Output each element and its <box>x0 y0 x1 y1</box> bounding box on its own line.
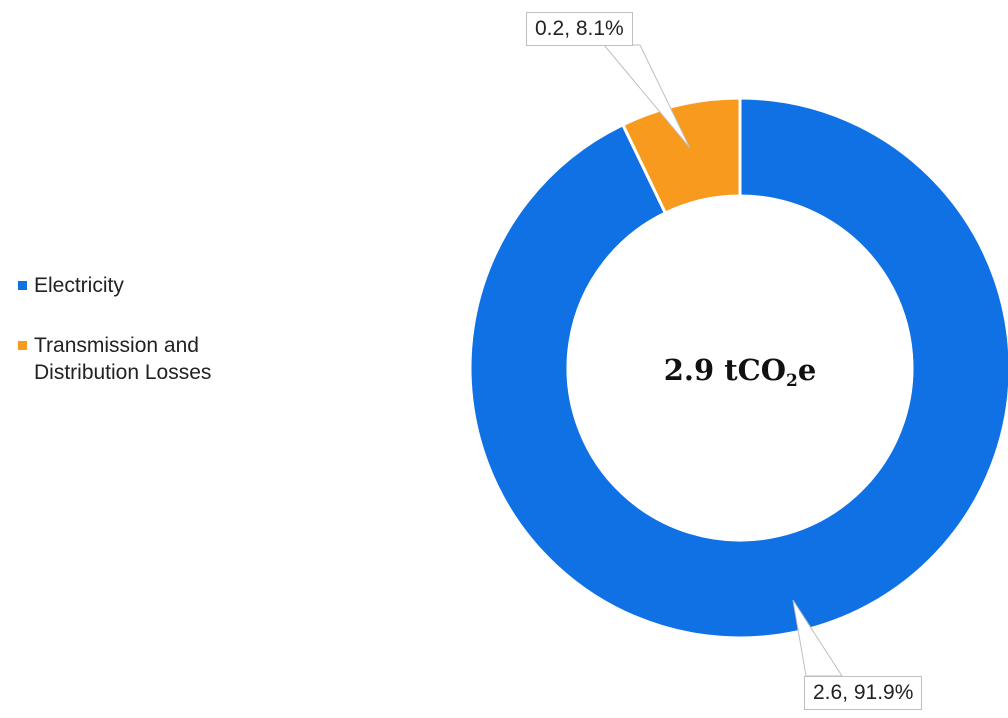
legend: Electricity Transmission and Distributio… <box>18 272 318 386</box>
center-total-prefix: 2.9 tCO <box>663 353 786 387</box>
legend-item-electricity: Electricity <box>18 272 318 299</box>
legend-label-electricity: Electricity <box>34 274 124 297</box>
legend-swatch-electricity <box>18 281 27 290</box>
data-label-transmission-losses: 0.2, 8.1% <box>526 12 633 46</box>
center-total-suffix: e <box>797 353 817 387</box>
donut-slices <box>468 96 1008 640</box>
center-total-subscript: 2 <box>786 371 798 391</box>
data-label-electricity: 2.6, 91.9% <box>804 676 923 710</box>
slice-electricity <box>468 96 1008 640</box>
legend-item-transmission-losses: Transmission and Distribution Losses <box>18 332 318 386</box>
center-total-label: 2.9 tCO2e <box>560 350 920 401</box>
legend-swatch-transmission-losses <box>18 341 27 350</box>
legend-label-transmission-losses: Transmission and Distribution Losses <box>34 334 212 384</box>
